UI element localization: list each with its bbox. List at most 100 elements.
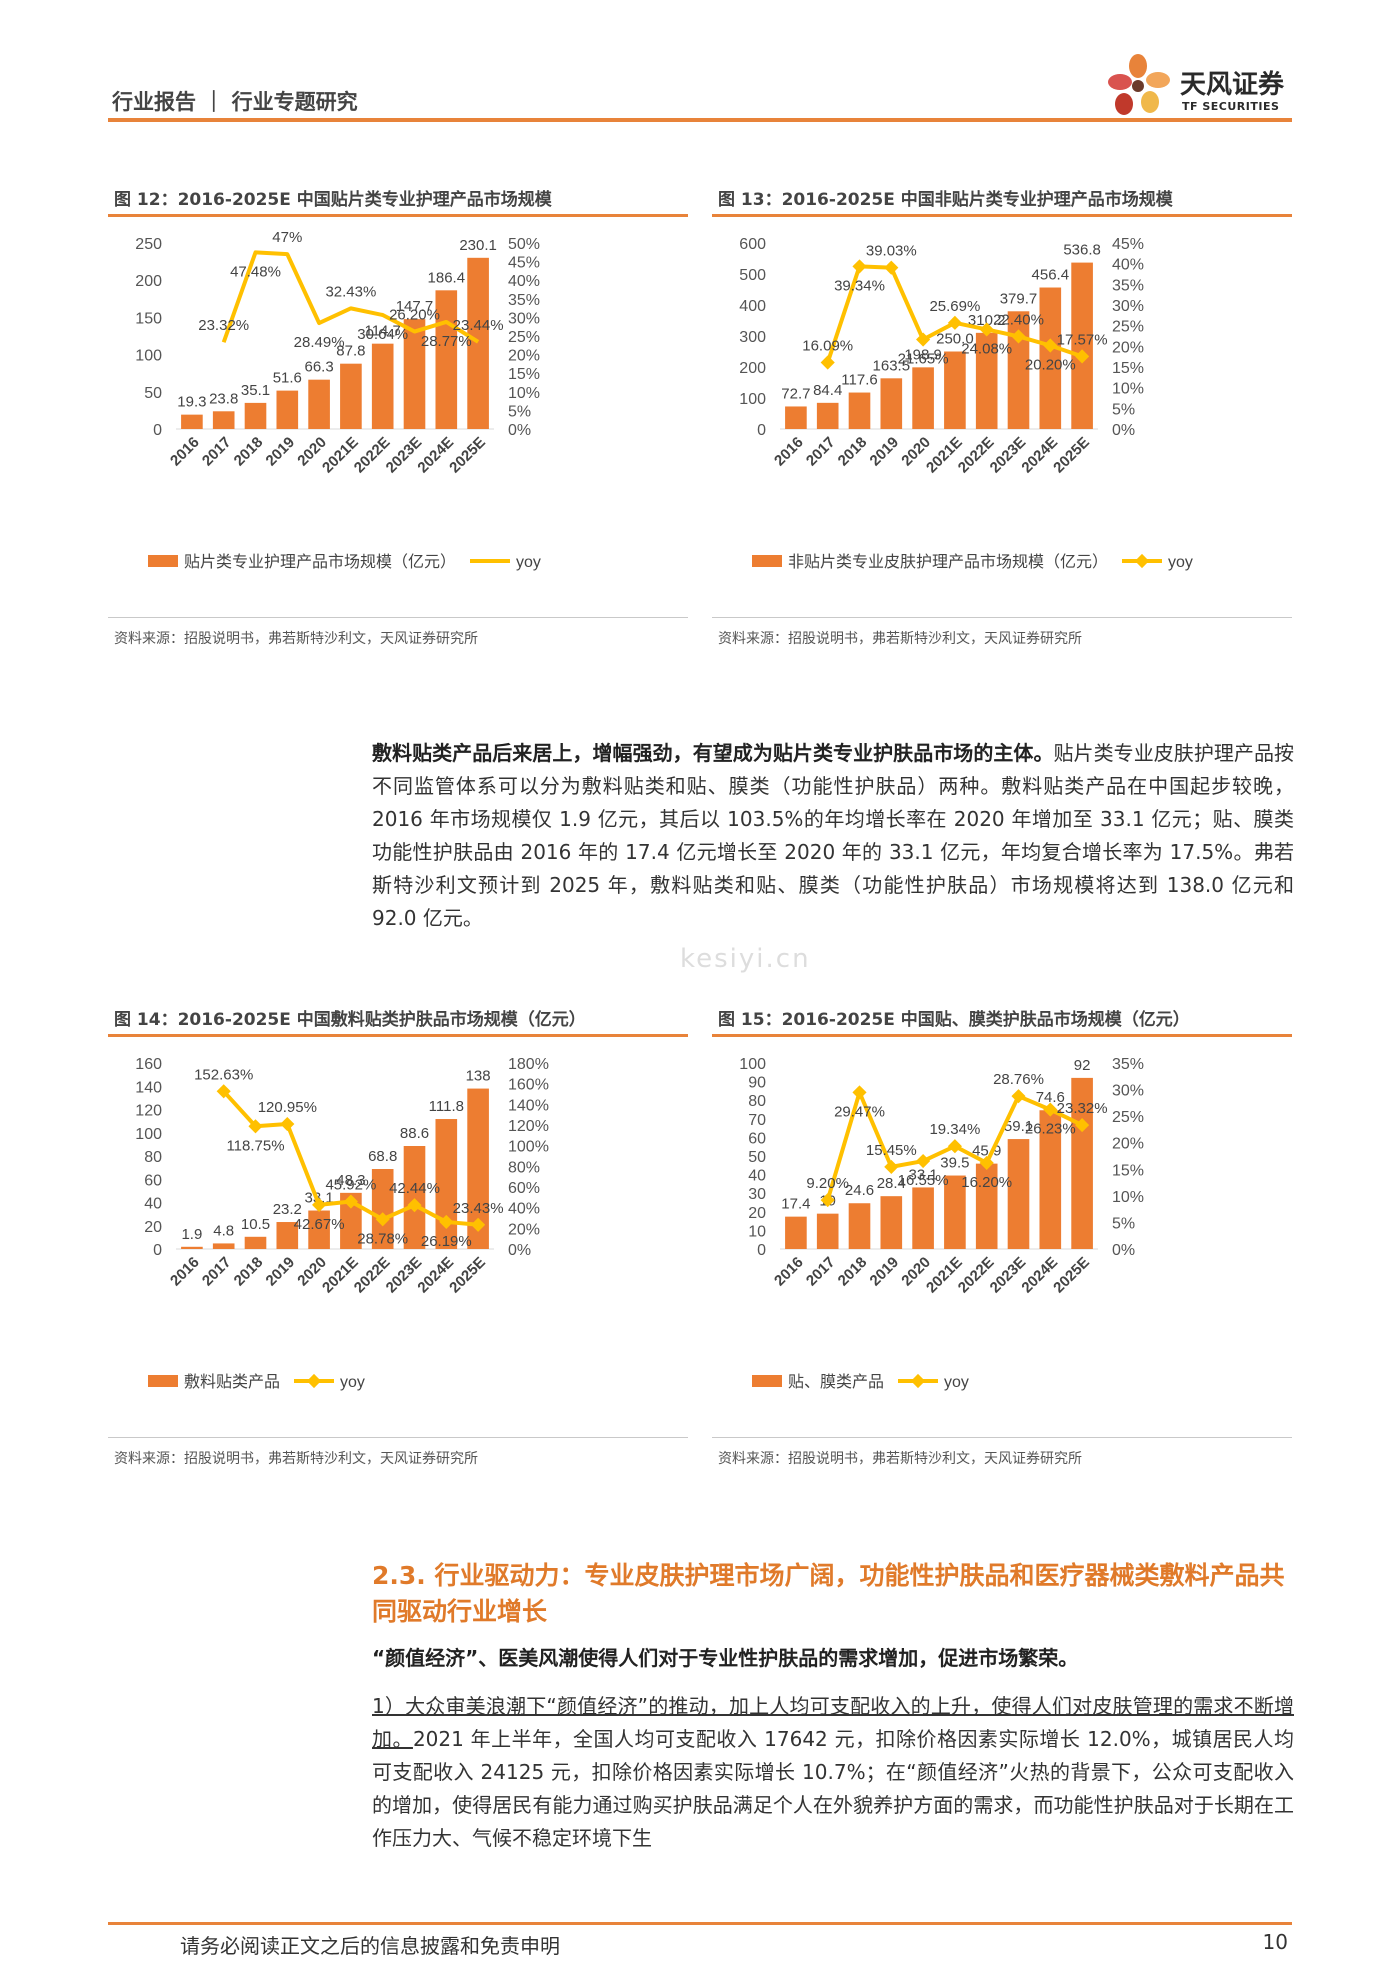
y-right-tick-label: 20% [1112, 339, 1144, 356]
x-tick-label: 2025E [1050, 1254, 1093, 1297]
yoy-point [979, 322, 994, 337]
x-tick-label: 2025E [1050, 434, 1093, 477]
yoy-value-label: 25.69% [929, 298, 980, 315]
paragraph-text: 贴片类专业皮肤护理产品按不同监管体系可以分为敷料贴类和贴、膜类（功能性护肤品）两… [372, 741, 1295, 930]
y-right-tick-label: 50% [508, 236, 540, 253]
y-right-tick-label: 15% [508, 366, 540, 383]
legend-line-label: yoy [1168, 554, 1193, 571]
figure-bottom-rule [712, 617, 1292, 618]
legend-bar-label: 非贴片类专业皮肤护理产品市场规模（亿元） [788, 553, 1108, 571]
yoy-point [852, 1085, 867, 1100]
y-left-tick-label: 30 [748, 1186, 766, 1203]
bar [308, 1210, 330, 1249]
y-left-tick-label: 10 [748, 1223, 766, 1240]
yoy-value-label: 47% [272, 229, 302, 246]
bar-value-label: 28.4 [877, 1175, 906, 1192]
y-right-tick-label: 10% [508, 385, 540, 402]
y-right-tick-label: 5% [508, 403, 531, 420]
bar-value-label: 114.7 [364, 323, 400, 340]
yoy-value-label: 23.43% [453, 1200, 504, 1217]
bar-value-label: 68.8 [368, 1148, 397, 1165]
y-right-tick-label: 0% [1112, 422, 1135, 439]
chart-12: 0 50 100 150 200 250 0% 5%10% 15%20% 25% 30%35% 40%… [135, 229, 541, 571]
figure-source: 资料来源：招股说明书，弗若斯特沙利文，天风证券研究所 [718, 1451, 1082, 1467]
x-tick-label: 2017 [803, 434, 839, 470]
figure-bottom-rule [108, 617, 688, 618]
body-paragraph-2: 1）大众审美浪潮下“颜值经济”的推动，加上人均可支配收入的上升，使得人们对皮肤管… [372, 1690, 1294, 1855]
y-right-tick-label: 10% [1112, 1189, 1144, 1206]
legend-bar-label: 贴、膜类产品 [788, 1373, 884, 1391]
figure-title-rule [712, 214, 1292, 217]
bar-value-label: 59.1 [1004, 1118, 1033, 1135]
y-left-tick-label: 250 [135, 236, 162, 253]
y-left-tick-label: 40 [144, 1196, 162, 1213]
watermark: kesiyi.cn [680, 944, 811, 974]
yoy-value-label: 152.63% [194, 1066, 253, 1083]
y-right-tick-label: 5% [1112, 1215, 1135, 1232]
y-left-tick-label: 500 [739, 267, 766, 284]
figure-source: 资料来源：招股说明书，弗若斯特沙利文，天风证券研究所 [114, 1451, 478, 1467]
footer-disclaimer: 请务必阅读正文之后的信息披露和免责申明 [180, 1934, 560, 1958]
y-right-tick-label: 0% [508, 422, 531, 439]
yoy-value-label: 16.20% [961, 1174, 1012, 1191]
x-tick-label: 2016 [771, 1254, 807, 1290]
y-right-tick-label: 45% [1112, 236, 1144, 253]
y-left-tick-label: 80 [748, 1093, 766, 1110]
yoy-point [820, 355, 835, 370]
y-left-tick-label: 120 [135, 1103, 162, 1120]
y-left-tick-label: 100 [739, 1056, 766, 1073]
bar [912, 367, 934, 429]
page-number: 10 [1262, 1930, 1288, 1954]
y-right-tick-label: 5% [1112, 401, 1135, 418]
y-right-tick-label: 180% [508, 1056, 549, 1073]
figure-source: 资料来源：招股说明书，弗若斯特沙利文，天风证券研究所 [114, 631, 478, 647]
bar-value-label: 456.4 [1032, 267, 1070, 284]
bar-value-label: 92 [1074, 1057, 1091, 1074]
y-left-tick-label: 160 [135, 1056, 162, 1073]
bar-value-label: 88.6 [400, 1125, 429, 1142]
figure-bottom-rule [712, 1437, 1292, 1438]
yoy-value-label: 32.43% [325, 283, 376, 300]
bar [212, 411, 235, 429]
bar [1071, 262, 1093, 429]
bar-value-label: 51.6 [273, 370, 302, 387]
bar [816, 402, 839, 429]
bar-value-label: 379.7 [1000, 290, 1038, 307]
y-left-tick-label: 0 [153, 422, 162, 439]
yoy-value-label: 21.65% [898, 351, 949, 368]
y-right-tick-label: 20% [1112, 1136, 1144, 1153]
figure-title: 图 14：2016-2025E 中国敷料贴类护肤品市场规模（亿元） [114, 1010, 586, 1030]
bar [308, 379, 330, 429]
bar-value-label: 35.1 [241, 382, 270, 399]
bar-value-label: 198.9 [904, 346, 942, 363]
figure-title: 图 13：2016-2025E 中国非贴片类专业护理产品市场规模 [718, 190, 1173, 210]
y-right-tick-label: 120% [508, 1118, 549, 1135]
yoy-point [884, 1159, 899, 1174]
logo-chinese-name: 天风证券 [1180, 70, 1285, 100]
yoy-value-label: 45.92% [325, 1177, 376, 1194]
x-tick-label: 2017 [803, 1254, 839, 1290]
figure-title-rule [108, 214, 688, 217]
bar [276, 390, 299, 429]
bar-value-label: 17.4 [781, 1196, 810, 1213]
bar [785, 1216, 807, 1249]
yoy-value-label: 42.67% [294, 1216, 345, 1233]
footer-rule [108, 1922, 1292, 1925]
yoy-point [439, 1214, 454, 1230]
paragraph-text: 2021 年上半年，全国人均可支配收入 17642 元，扣除价格因素实际增长 1… [372, 1727, 1294, 1850]
bar [785, 406, 807, 429]
yoy-value-label: 23.44% [453, 317, 504, 334]
bar-value-label: 250.0 [936, 331, 974, 348]
y-right-tick-label: 30% [508, 310, 540, 327]
yoy-value-label: 19.34% [929, 1121, 980, 1138]
bar [880, 1196, 903, 1249]
y-left-tick-label: 90 [748, 1075, 766, 1092]
y-right-tick-label: 140% [508, 1097, 549, 1114]
y-right-tick-label: 15% [1112, 360, 1144, 377]
x-tick-label: 2016 [771, 434, 807, 470]
y-left-tick-label: 300 [739, 329, 766, 346]
figure-12: 图 12：2016-2025E 中国贴片类专业护理产品市场规模 0 50 100 15… [108, 186, 688, 648]
bar-value-label: 24.6 [845, 1182, 874, 1199]
figure-title: 图 15：2016-2025E 中国贴、膜类护肤品市场规模（亿元） [718, 1010, 1190, 1030]
